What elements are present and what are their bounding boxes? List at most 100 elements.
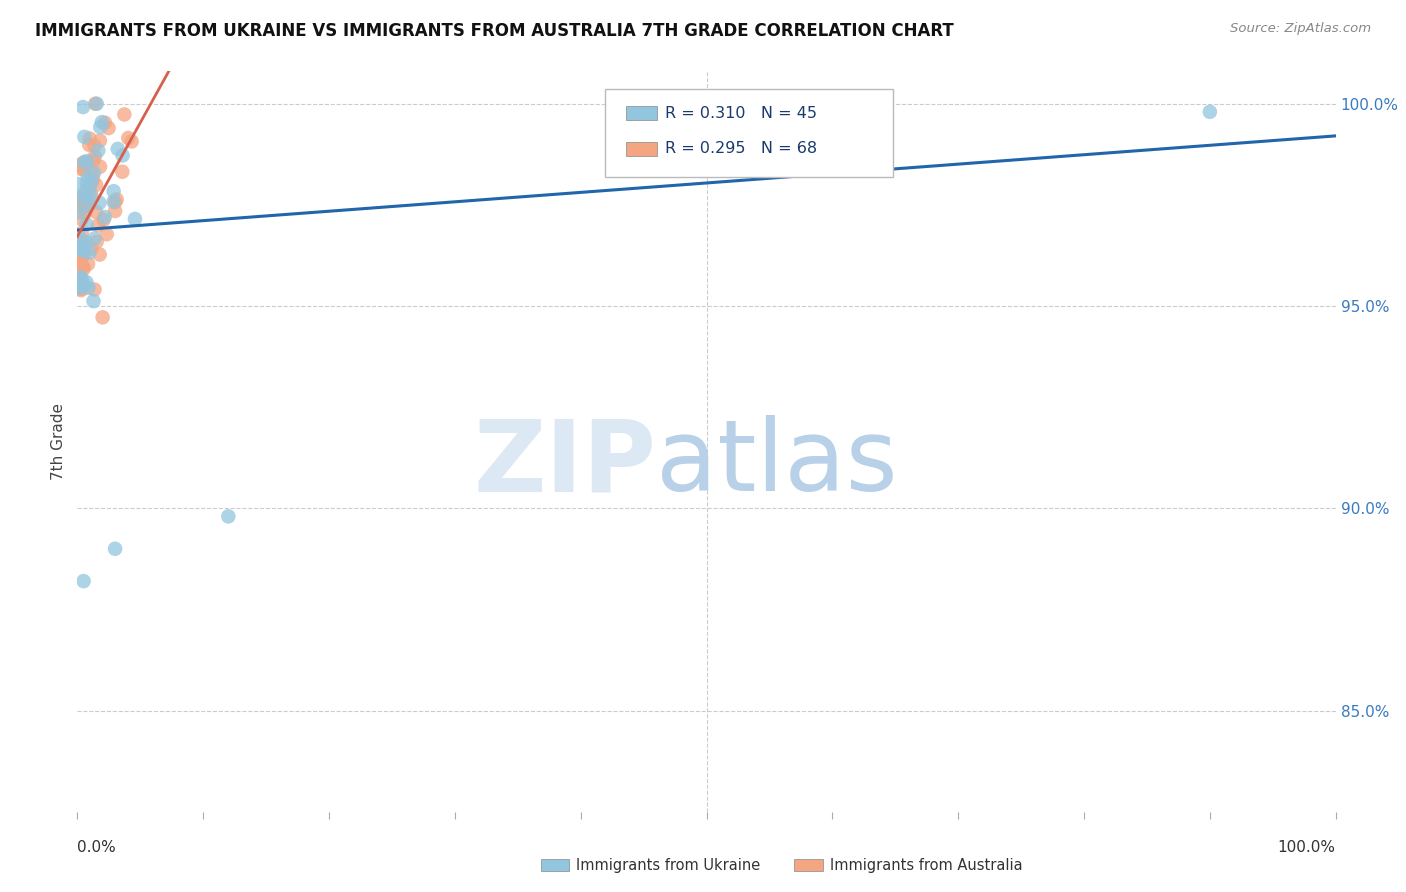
Point [73, 244, 96, 258]
Point [69, 257, 91, 271]
Point [82, 172, 104, 186]
Point [103, 184, 125, 198]
Point [72, 240, 94, 254]
Point [103, 194, 125, 209]
Point [83, 283, 105, 297]
Point [83, 294, 105, 309]
Point [70, 194, 93, 209]
Point [66, 198, 89, 212]
Point [75, 275, 97, 289]
Point [84, 178, 107, 192]
Point [80, 189, 103, 203]
Point [70, 273, 93, 287]
Point [93, 212, 115, 227]
Point [111, 165, 134, 179]
Text: R = 0.310   N = 45: R = 0.310 N = 45 [665, 106, 817, 120]
Point [76, 194, 98, 209]
Point [79, 245, 101, 260]
Point [72, 574, 94, 588]
Point [76, 199, 98, 213]
Point [83, 231, 105, 245]
Text: 0.0%: 0.0% [77, 840, 117, 855]
Point [73, 155, 96, 169]
Point [87, 144, 110, 158]
Point [69, 231, 91, 245]
Text: ZIP: ZIP [474, 416, 657, 512]
Point [83, 139, 105, 153]
Text: atlas: atlas [657, 416, 898, 512]
Point [96, 227, 118, 242]
Point [84, 96, 107, 111]
Point [82, 153, 104, 168]
Text: R = 0.295   N = 68: R = 0.295 N = 68 [665, 142, 817, 156]
Point [89, 160, 111, 174]
Point [79, 131, 101, 145]
Point [86, 96, 108, 111]
Point [66, 275, 89, 289]
Point [84, 205, 107, 219]
Point [73, 129, 96, 144]
Text: IMMIGRANTS FROM UKRAINE VS IMMIGRANTS FROM AUSTRALIA 7TH GRADE CORRELATION CHART: IMMIGRANTS FROM UKRAINE VS IMMIGRANTS FR… [35, 22, 953, 40]
Point [112, 107, 135, 121]
Point [105, 193, 128, 207]
Point [77, 281, 100, 295]
Text: Immigrants from Ukraine: Immigrants from Ukraine [576, 858, 761, 872]
Point [89, 247, 111, 261]
Point [73, 155, 96, 169]
Point [104, 541, 127, 556]
Text: 100.0%: 100.0% [1278, 840, 1336, 855]
Point [66, 158, 89, 172]
Point [80, 242, 103, 256]
Point [94, 210, 117, 224]
Point [73, 163, 96, 178]
Point [66, 265, 89, 279]
Point [1199, 104, 1222, 119]
Point [90, 115, 112, 129]
Point [73, 186, 96, 200]
Point [217, 509, 239, 524]
Point [75, 157, 97, 171]
Point [72, 100, 94, 114]
Point [75, 205, 97, 219]
Point [70, 251, 93, 265]
Point [79, 137, 101, 152]
Point [72, 260, 94, 274]
Text: Immigrants from Australia: Immigrants from Australia [830, 858, 1022, 872]
Point [70, 234, 93, 248]
Point [67, 238, 90, 252]
Point [72, 279, 94, 293]
Point [76, 170, 98, 185]
Point [72, 247, 94, 261]
Point [91, 310, 114, 325]
Point [70, 239, 93, 253]
Point [80, 176, 103, 190]
Point [67, 192, 90, 206]
Point [89, 195, 111, 210]
Point [76, 183, 98, 197]
Point [111, 148, 134, 162]
Point [69, 161, 91, 176]
Point [76, 154, 98, 169]
Point [69, 270, 91, 285]
Point [69, 244, 91, 259]
Point [89, 120, 111, 134]
Point [107, 142, 129, 156]
Point [97, 121, 120, 136]
Point [121, 135, 143, 149]
Point [67, 271, 90, 285]
Point [83, 166, 105, 180]
Point [67, 177, 90, 191]
Point [104, 194, 127, 209]
Point [70, 282, 93, 296]
Point [70, 212, 93, 227]
Point [70, 226, 93, 240]
Point [79, 186, 101, 200]
Point [77, 257, 100, 271]
Point [87, 219, 110, 233]
Point [76, 198, 98, 212]
Point [82, 167, 104, 181]
Point [124, 211, 146, 226]
Point [66, 195, 89, 210]
Point [70, 283, 93, 297]
Point [117, 131, 139, 145]
